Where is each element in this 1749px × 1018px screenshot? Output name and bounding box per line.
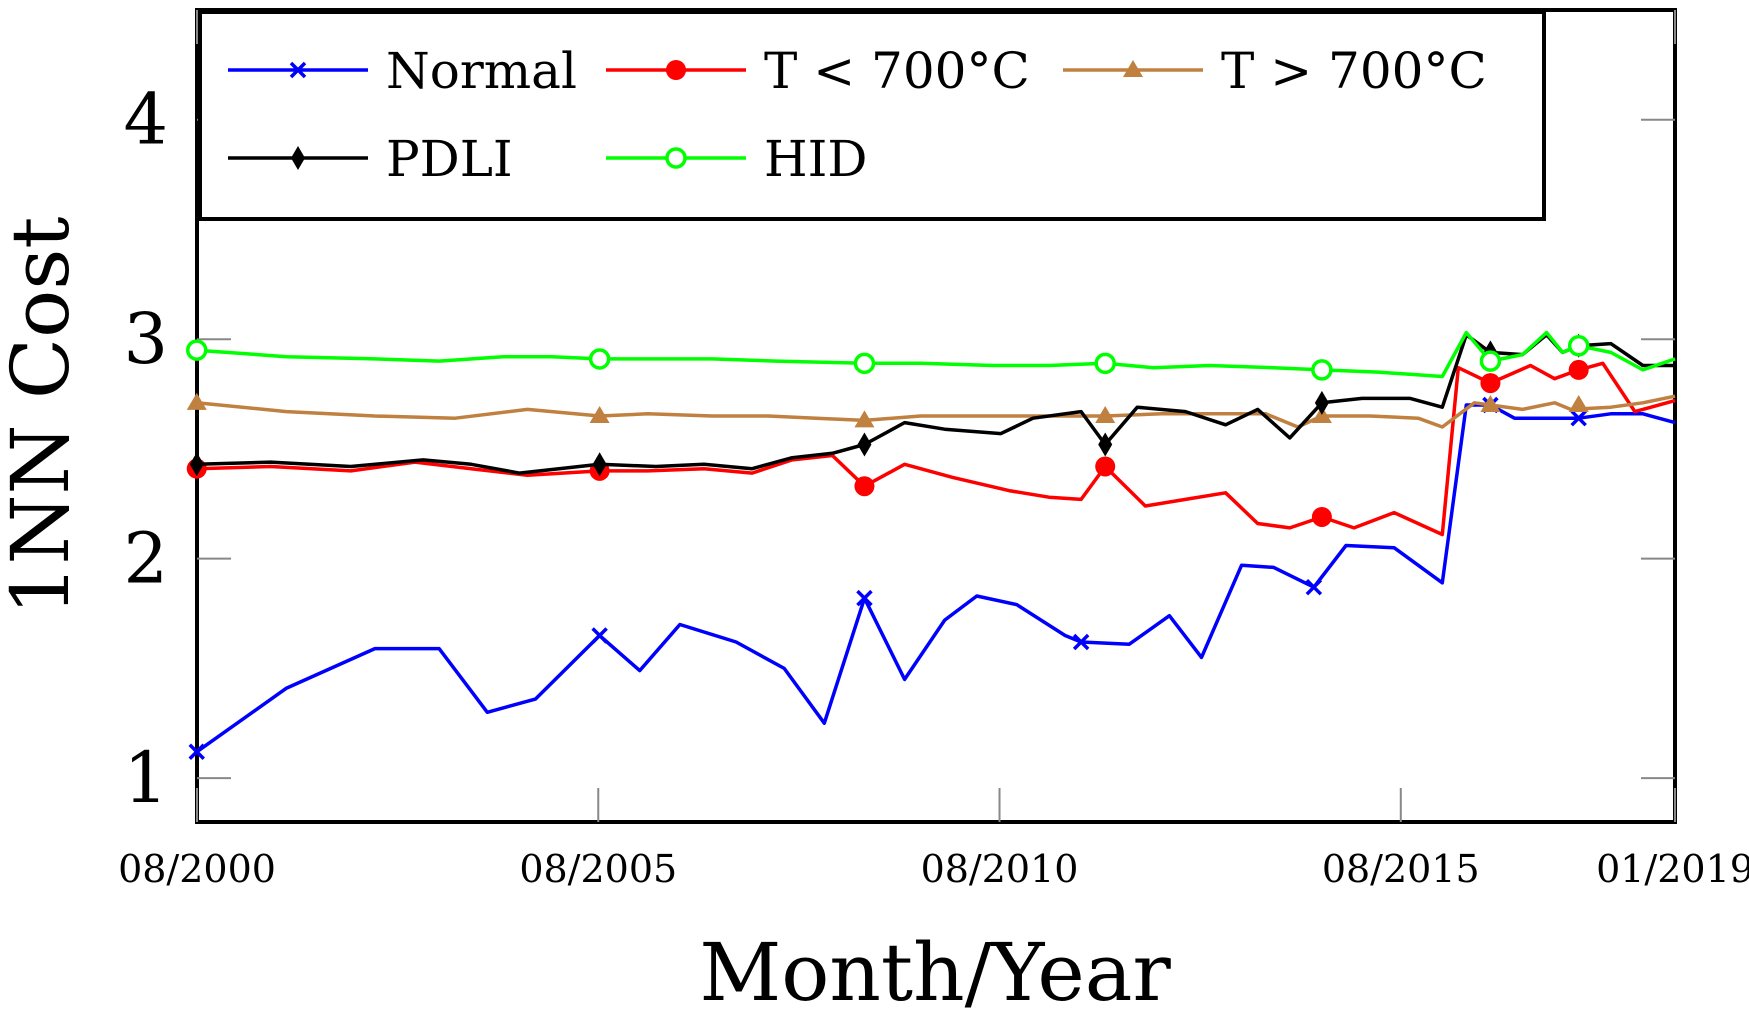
data-point	[1568, 395, 1589, 413]
legend-box	[198, 10, 1546, 221]
legend-label: T > 700°C	[1221, 42, 1487, 100]
data-point	[854, 410, 875, 428]
data-point	[1567, 335, 1590, 357]
data-point	[189, 452, 204, 477]
data-point	[1311, 506, 1332, 527]
x-tick-label: 08/2000	[118, 847, 276, 891]
x-axis-ticks: 08/2000 08/2005 08/2010 08/2015 01/2019	[118, 10, 1749, 891]
legend-marker	[665, 147, 687, 169]
data-point	[1098, 432, 1113, 457]
y-tick-label: 4	[123, 79, 168, 161]
legend-marker	[666, 60, 686, 80]
series-2	[186, 392, 1676, 429]
data-point	[1570, 409, 1587, 427]
legend-label: PDLI	[386, 130, 513, 188]
legend-entries: Normal T < 700°C T > 700°C PDLI HID	[228, 42, 1487, 188]
legend-entry: T > 700°C	[1063, 42, 1487, 100]
data-point	[1072, 633, 1090, 651]
data-point	[591, 627, 608, 644]
x-axis-title: Month/Year	[699, 926, 1171, 1018]
data-point	[186, 339, 208, 361]
data-point	[857, 432, 872, 457]
data-point	[588, 348, 611, 370]
x-tick-label: 08/2010	[921, 847, 1079, 891]
data-point	[1480, 373, 1501, 394]
legend-entry: PDLI	[228, 130, 513, 188]
legend-label: T < 700°C	[764, 42, 1030, 100]
series-0	[188, 396, 1676, 761]
x-tick-label: 08/2005	[519, 847, 677, 891]
x-tick-label: 08/2015	[1322, 847, 1480, 891]
legend-marker	[291, 146, 305, 170]
data-point	[1305, 578, 1323, 596]
legend-marker	[289, 61, 307, 79]
series-line	[195, 403, 1676, 754]
y-axis-ticks: 1 2 3 4	[123, 79, 1675, 819]
legend-entry: T < 700°C	[606, 42, 1030, 100]
y-axis-title: 1NN Cost	[0, 217, 87, 616]
data-point	[1568, 359, 1589, 380]
legend: Normal T < 700°C T > 700°C PDLI HID	[198, 10, 1546, 221]
data-point	[1479, 350, 1502, 372]
data-point	[1095, 456, 1116, 477]
y-tick-label: 3	[123, 298, 168, 380]
legend-label: Normal	[386, 42, 577, 100]
data-point	[1095, 406, 1116, 423]
data-point	[1314, 390, 1329, 415]
data-point	[853, 352, 876, 375]
legend-entry: HID	[606, 130, 867, 188]
y-tick-label: 1	[123, 737, 168, 819]
data-point	[1311, 359, 1333, 381]
series-line	[196, 330, 1676, 379]
series-1	[186, 359, 1676, 537]
legend-label: HID	[764, 130, 867, 188]
series-4	[186, 330, 1676, 381]
legend-entry: Normal	[228, 42, 577, 100]
data-point	[1480, 395, 1501, 413]
data-point	[856, 589, 873, 607]
data-point	[854, 476, 875, 497]
series-layer	[186, 330, 1676, 761]
data-point	[188, 743, 205, 761]
data-point	[592, 452, 607, 477]
y-tick-label: 2	[123, 518, 168, 600]
data-point	[589, 406, 610, 423]
x-tick-label: 01/2019	[1596, 847, 1749, 891]
legend-marker	[1123, 60, 1143, 77]
data-point	[1094, 352, 1116, 375]
data-point	[186, 392, 207, 410]
